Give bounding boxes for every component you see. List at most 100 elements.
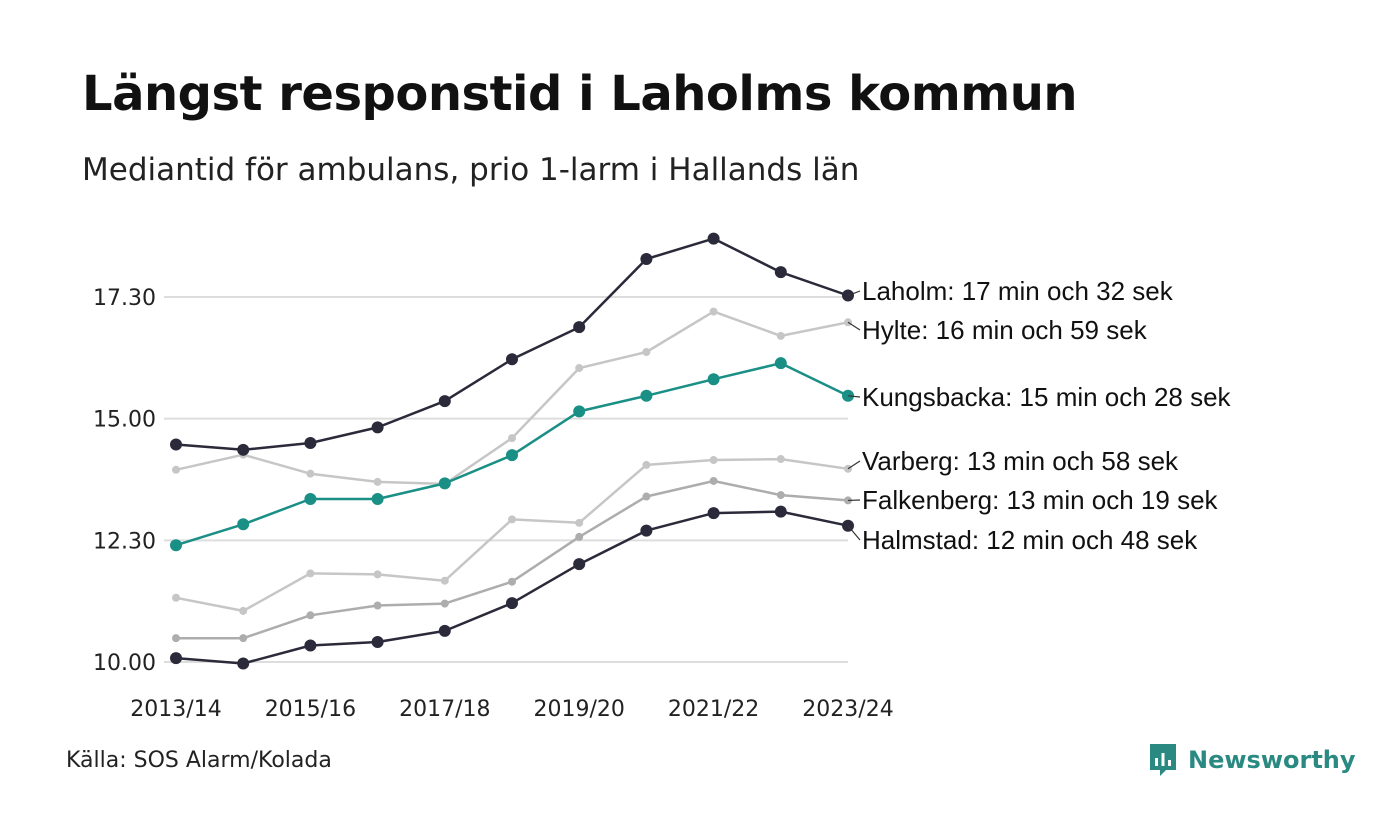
data-point — [640, 389, 653, 402]
data-point — [776, 331, 785, 340]
y-tick-label: 12.30 — [93, 529, 156, 554]
data-point — [640, 253, 653, 266]
x-tick-label: 2021/22 — [668, 697, 759, 722]
data-point — [575, 532, 584, 541]
data-point — [373, 570, 382, 579]
x-tick-label: 2013/14 — [130, 697, 221, 722]
series-label: Hylte: 16 min och 59 sek — [847, 315, 1148, 345]
data-point — [575, 518, 584, 527]
data-point — [371, 492, 384, 505]
data-point — [237, 518, 250, 531]
series-label-text: Falkenberg: 13 min och 19 sek — [862, 485, 1219, 515]
series-laholm — [170, 232, 854, 456]
series-labels: Hylte: 16 min och 59 sek Varberg: 13 min … — [847, 276, 1232, 555]
data-point — [239, 634, 248, 643]
data-point — [438, 624, 451, 637]
data-point — [172, 634, 180, 643]
data-point — [306, 569, 315, 578]
data-point — [508, 515, 516, 524]
data-point — [776, 491, 785, 500]
series-label: Halmstad: 12 min och 48 sek — [847, 525, 1198, 555]
data-point — [440, 576, 449, 585]
source-note: Källa: SOS Alarm/Kolada — [66, 748, 332, 773]
data-point — [373, 477, 382, 486]
series-halmstad — [170, 505, 854, 670]
series-lines — [170, 232, 854, 670]
data-point — [306, 611, 315, 620]
chart-subtitle: Mediantid för ambulans, prio 1-larm i Ha… — [82, 152, 860, 188]
data-point — [573, 405, 586, 418]
series-label-text: Varberg: 13 min och 58 sek — [862, 446, 1179, 476]
label-leader — [847, 395, 861, 398]
data-point — [170, 539, 182, 552]
data-point — [575, 364, 584, 373]
data-point — [508, 434, 516, 443]
data-point — [438, 395, 451, 408]
gridlines — [164, 296, 848, 663]
data-point — [774, 505, 787, 518]
series-label: Varberg: 13 min och 58 sek — [847, 446, 1179, 476]
data-point — [774, 266, 787, 279]
data-point — [640, 524, 653, 537]
data-point — [373, 601, 382, 610]
label-leader — [847, 321, 861, 331]
data-point — [371, 421, 384, 434]
x-tick-label: 2019/20 — [533, 697, 624, 722]
series-kungsbacka — [170, 357, 854, 552]
series-label-text: Laholm: 17 min och 32 sek — [862, 276, 1174, 306]
data-point — [709, 307, 718, 316]
data-point — [237, 657, 250, 670]
newsworthy-logo-icon — [1150, 744, 1176, 776]
series-label: Kungsbacka: 15 min och 28 sek — [847, 382, 1232, 412]
y-axis-ticks: 10.00 12.30 15.00 17.30 — [93, 286, 156, 676]
label-leader — [847, 525, 861, 541]
label-leader — [847, 290, 861, 297]
data-point — [237, 443, 250, 456]
x-tick-label: 2015/16 — [265, 697, 356, 722]
series-varberg — [172, 455, 852, 615]
series-label-text: Halmstad: 12 min och 48 sek — [862, 525, 1198, 555]
x-axis-ticks: 2013/14 2015/16 2017/18 2019/20 2021/22 2023/… — [130, 697, 893, 722]
data-point — [776, 455, 785, 464]
data-point — [707, 507, 720, 520]
data-point — [642, 492, 651, 501]
data-point — [170, 438, 182, 451]
series-label: Laholm: 17 min och 32 sek — [847, 276, 1174, 306]
data-point — [573, 558, 586, 571]
y-tick-label: 17.30 — [93, 286, 156, 311]
label-leader — [847, 460, 861, 470]
series-line — [175, 510, 849, 665]
data-point — [239, 606, 248, 615]
series-falkenberg — [172, 476, 852, 643]
series-label: Falkenberg: 13 min och 19 sek — [847, 485, 1219, 515]
data-point — [573, 321, 586, 334]
data-point — [304, 492, 317, 505]
data-point — [709, 476, 718, 485]
series-label-text: Hylte: 16 min och 59 sek — [862, 315, 1148, 345]
data-point — [506, 449, 518, 462]
brand-name: Newsworthy — [1188, 746, 1356, 774]
x-tick-label: 2017/18 — [399, 697, 490, 722]
data-point — [508, 577, 516, 586]
data-point — [642, 460, 651, 469]
data-point — [371, 636, 384, 649]
data-point — [438, 477, 451, 490]
data-point — [170, 652, 182, 665]
brand[interactable]: Newsworthy — [1148, 742, 1356, 778]
data-point — [304, 639, 317, 652]
data-point — [440, 599, 449, 608]
data-point — [172, 465, 180, 474]
series-line — [176, 479, 849, 640]
data-point — [172, 593, 180, 602]
y-tick-label: 15.00 — [93, 408, 156, 433]
chart-title: Längst responstid i Laholms kommun — [82, 66, 1078, 122]
data-point — [642, 347, 651, 356]
y-tick-label: 10.00 — [93, 651, 156, 676]
data-point — [506, 353, 518, 366]
data-point — [306, 469, 315, 478]
data-point — [774, 357, 787, 370]
x-tick-label: 2023/24 — [802, 697, 893, 722]
data-point — [707, 232, 720, 245]
data-point — [709, 456, 718, 465]
data-point — [304, 437, 317, 449]
